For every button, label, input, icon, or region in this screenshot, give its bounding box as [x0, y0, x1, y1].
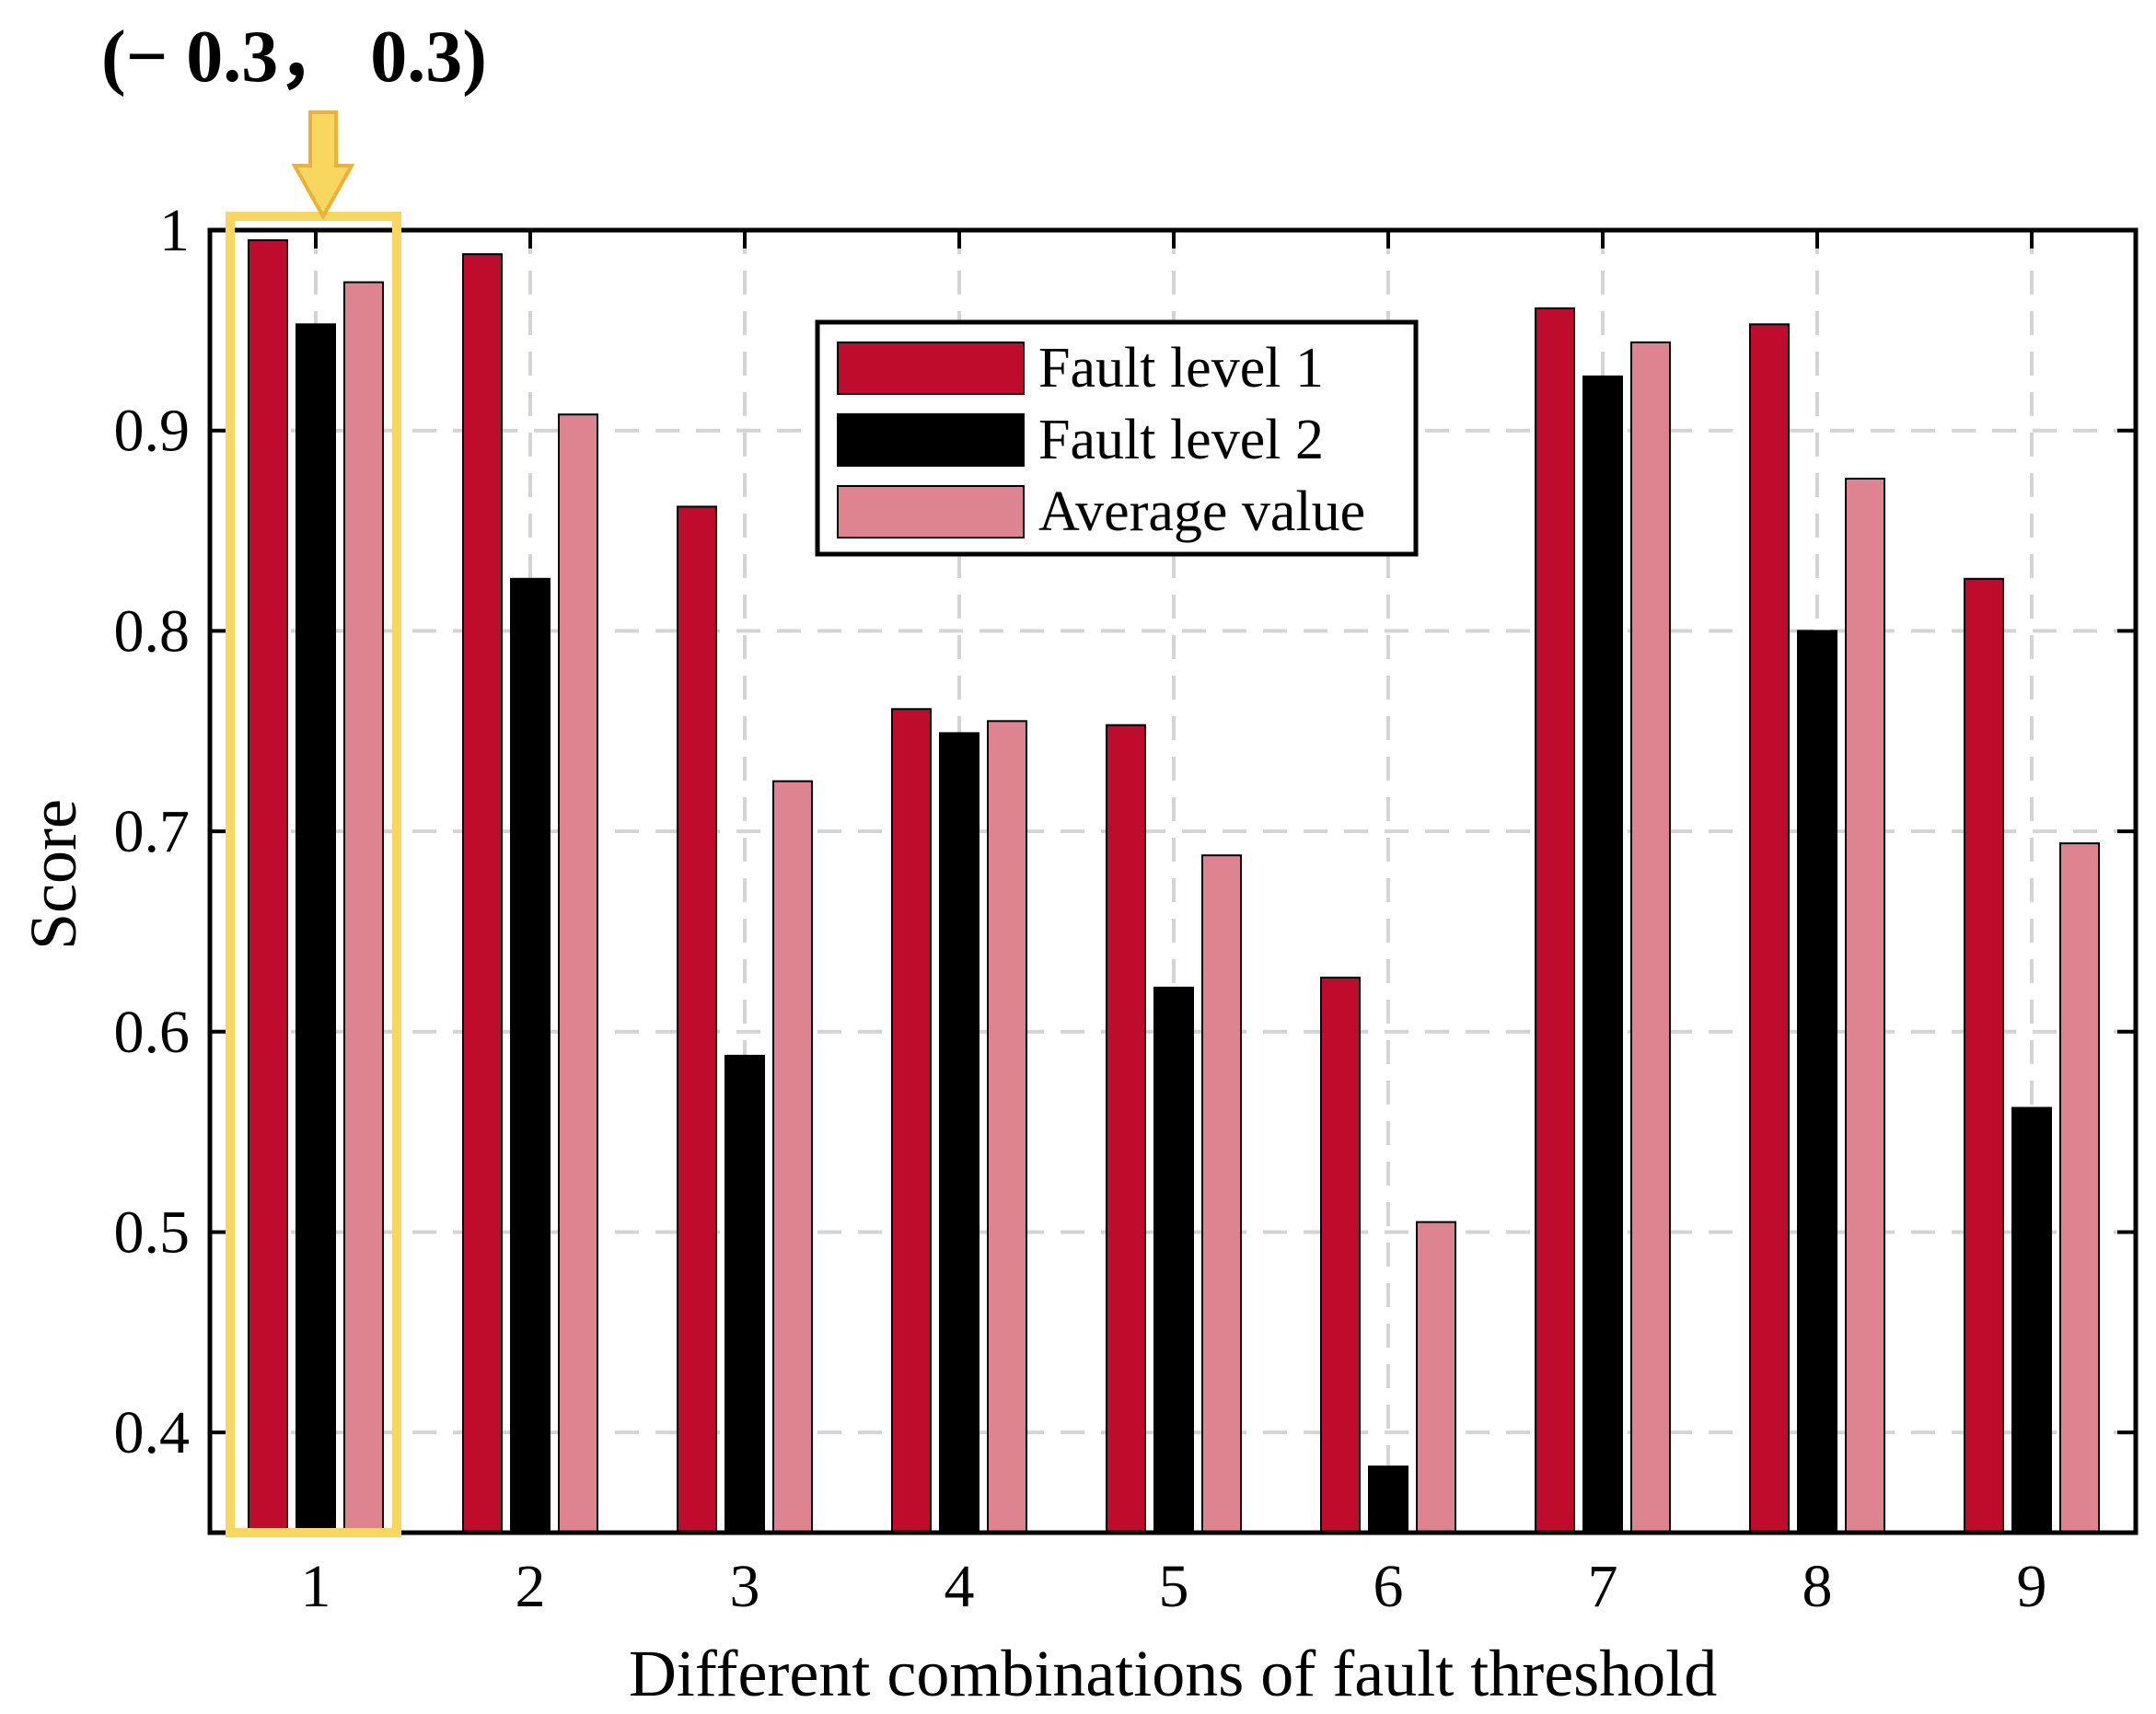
bar-fault-level-1	[891, 708, 932, 1534]
x-tick-label: 4	[945, 1553, 975, 1620]
y-tick-label: 0.7	[114, 798, 191, 865]
x-tick-label: 5	[1159, 1553, 1189, 1620]
x-axis-label: Different combinations of fault threshol…	[629, 1637, 1717, 1710]
x-tick-label: 9	[2017, 1553, 2047, 1620]
bar-fault-level-1	[677, 505, 717, 1534]
bar-fault-level-2	[724, 1054, 765, 1534]
bar-fault-level-2	[1797, 630, 1837, 1534]
bar-fault-level-1	[1749, 323, 1790, 1534]
bar-average-value	[772, 780, 813, 1534]
x-tick-label: 7	[1588, 1553, 1618, 1620]
bar-fault-level-1	[1320, 976, 1361, 1534]
bar-average-value	[558, 413, 598, 1534]
legend-swatch-average-value	[837, 485, 1025, 539]
bar-fault-level-2	[1153, 986, 1194, 1534]
x-tick-label: 2	[516, 1553, 546, 1620]
bar-average-value	[1630, 341, 1671, 1534]
x-tick-label: 3	[730, 1553, 760, 1620]
x-tick-label: 6	[1374, 1553, 1404, 1620]
legend-label-average-value: Average value	[1038, 481, 1365, 543]
tick-labels: 0.4 0.5 0.6 0.7 0.8 0.9 1 1 2 3 4 5 6 7 8 9	[114, 197, 2047, 1620]
y-tick-label: 0.9	[114, 398, 191, 465]
legend-label-fault-level-2: Fault level 2	[1038, 409, 1324, 471]
y-tick-label: 0.5	[114, 1199, 191, 1266]
bar-fault-level-1	[1964, 577, 2004, 1534]
legend-swatch-fault-level-2	[837, 413, 1025, 467]
bar-fault-level-2	[939, 732, 979, 1534]
x-tick-label: 8	[1802, 1553, 1833, 1620]
bar-fault-level-2	[510, 577, 551, 1534]
bar-fault-level-2	[2011, 1106, 2052, 1534]
down-arrow-icon	[291, 110, 355, 221]
threshold-annotation: (− 0.3， 0.3)	[101, 17, 487, 1537]
y-axis-label: Score	[17, 799, 90, 950]
bar-fault-level-2	[1582, 375, 1623, 1534]
bar-fault-level-1	[1535, 307, 1575, 1534]
x-tick-label: 1	[301, 1553, 331, 1620]
bar-average-value	[1201, 854, 1242, 1534]
threshold-annotation-text: (− 0.3， 0.3)	[101, 17, 487, 98]
highlight-box	[226, 212, 401, 1537]
bar-average-value	[1845, 477, 1885, 1534]
bar-fault-level-1	[462, 253, 503, 1534]
bar-fault-level-1	[1106, 724, 1146, 1534]
legend: Fault level 1 Fault level 2 Average value	[815, 319, 1419, 557]
y-tick-label: 0.4	[114, 1399, 191, 1466]
y-tick-label: 0.6	[114, 999, 191, 1066]
legend-label-fault-level-1: Fault level 1	[1038, 337, 1324, 400]
bars	[248, 238, 2100, 1534]
y-tick-label: 0.8	[114, 597, 191, 665]
bar-average-value	[343, 281, 384, 1534]
legend-swatch-fault-level-1	[837, 342, 1025, 395]
bar-fault-level-1	[248, 238, 288, 1534]
bar-average-value	[2059, 842, 2100, 1534]
bar-average-value	[1416, 1221, 1456, 1534]
bar-fault-level-2	[296, 323, 336, 1534]
y-tick-label: 1	[159, 197, 190, 264]
bar-average-value	[987, 720, 1027, 1534]
